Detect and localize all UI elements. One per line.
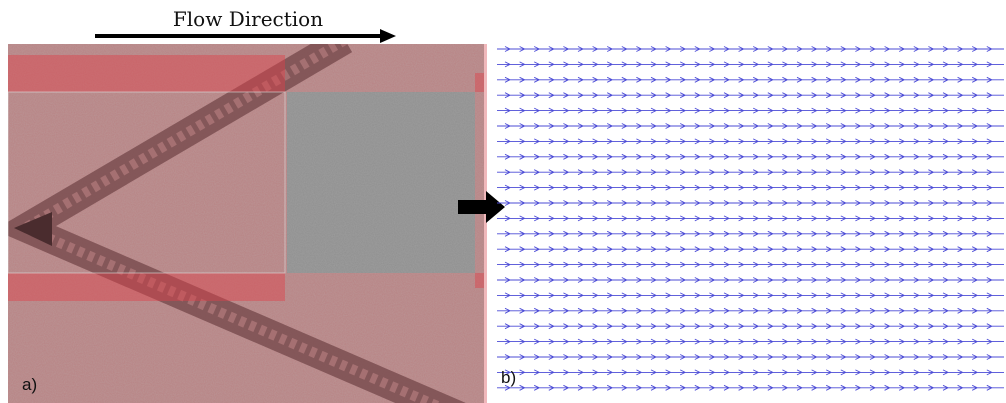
vector-row bbox=[497, 139, 1004, 144]
vector-row bbox=[497, 93, 1004, 98]
vector-row bbox=[497, 47, 1004, 52]
vector-row bbox=[497, 247, 1004, 252]
vector-row bbox=[497, 216, 1004, 221]
vector-row bbox=[497, 308, 1004, 313]
vector-row bbox=[497, 385, 1004, 390]
vector-row bbox=[497, 124, 1004, 129]
vector-row bbox=[497, 370, 1004, 375]
vector-row bbox=[497, 77, 1004, 82]
vector-row bbox=[497, 278, 1004, 283]
vector-row bbox=[497, 324, 1004, 329]
vector-row bbox=[497, 201, 1004, 206]
vector-row bbox=[497, 62, 1004, 67]
vector-row bbox=[497, 185, 1004, 190]
red-band bbox=[475, 73, 485, 92]
panel-label: b) bbox=[501, 368, 516, 387]
panel-a bbox=[8, 40, 485, 403]
red-band bbox=[475, 273, 485, 288]
vector-row bbox=[497, 170, 1004, 175]
panel-edge bbox=[484, 44, 487, 403]
vector-row bbox=[497, 231, 1004, 236]
panel-label: a) bbox=[22, 375, 37, 394]
vector-row bbox=[497, 262, 1004, 267]
red-band bbox=[8, 55, 285, 92]
vector-row bbox=[497, 339, 1004, 344]
vector-row bbox=[497, 108, 1004, 113]
title-arrow-head bbox=[380, 29, 396, 43]
vector-row bbox=[497, 293, 1004, 298]
vector-row bbox=[497, 154, 1004, 159]
red-band bbox=[8, 273, 285, 301]
vector-field bbox=[497, 47, 1004, 391]
figure: Flow Direction a) b) bbox=[0, 0, 1006, 403]
vector-row bbox=[497, 355, 1004, 360]
title: Flow Direction bbox=[173, 7, 323, 31]
